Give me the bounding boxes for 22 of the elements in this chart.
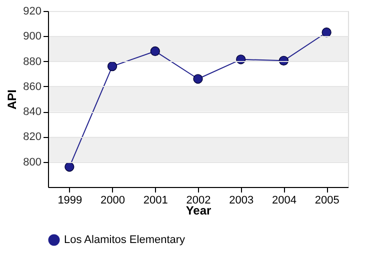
x-tick-label: 2001 — [143, 194, 168, 206]
point — [64, 162, 74, 172]
point — [107, 62, 118, 72]
point — [150, 46, 160, 56]
x-tick-label: 2000 — [100, 194, 126, 206]
x-tick-label: 1999 — [58, 194, 82, 206]
point — [193, 74, 203, 84]
y-tick-label: 920 — [23, 6, 42, 18]
x-tick-label: 2005 — [314, 194, 340, 206]
y-tick-label: 800 — [23, 156, 42, 168]
y-tick-label: 860 — [23, 80, 42, 93]
y-tick-label: 840 — [23, 106, 42, 118]
legend-label: Los Alamitos Elementary — [64, 234, 186, 246]
point — [322, 28, 332, 38]
x-tick-label: 2004 — [272, 194, 296, 206]
x-tick-label: 2003 — [229, 194, 254, 206]
y-axis-title: API — [5, 89, 20, 110]
x-tick-label: 2002 — [186, 194, 211, 206]
y-tick-label: 900 — [23, 30, 42, 43]
y-tick-label: 880 — [23, 56, 42, 68]
y-tick-label: 820 — [23, 131, 42, 144]
x-axis-title: Year — [186, 204, 212, 218]
